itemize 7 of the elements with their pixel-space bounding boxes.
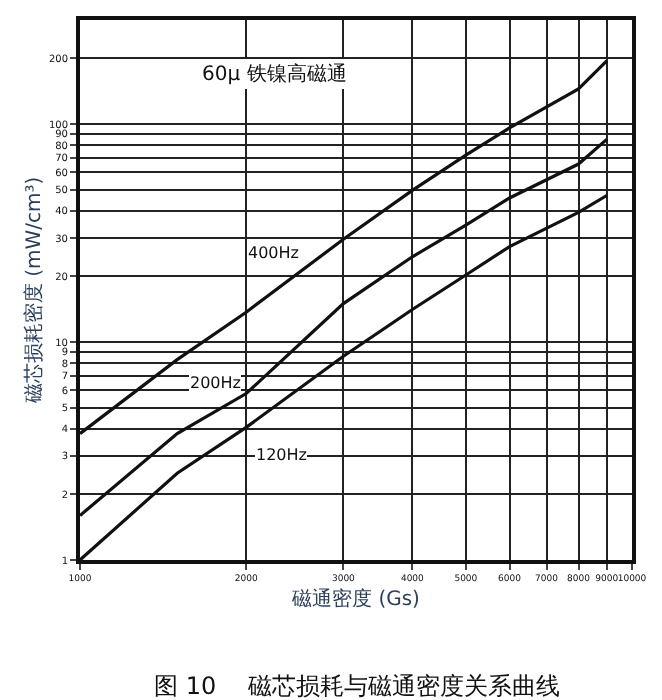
annotation: 60μ 铁镍高磁通 <box>202 62 347 86</box>
series-label: 400Hz <box>248 244 299 262</box>
x-axis-title: 磁通密度 (Gs) <box>290 586 421 611</box>
text: 图 10 磁芯损耗与磁通密度关系曲线 <box>154 672 560 700</box>
series-label: 120Hz <box>256 446 307 464</box>
series-label: 200Hz <box>190 374 241 392</box>
y-axis-title: 磁芯损耗密度 (mW/cm³) <box>21 176 46 406</box>
